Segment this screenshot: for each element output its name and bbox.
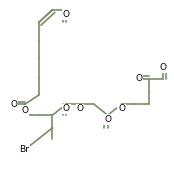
- Text: O: O: [63, 10, 70, 19]
- Text: O: O: [159, 63, 167, 72]
- Text: O: O: [10, 100, 17, 109]
- Text: O: O: [104, 115, 111, 124]
- Text: O: O: [63, 104, 70, 113]
- Text: Br: Br: [19, 145, 29, 154]
- Text: O: O: [135, 74, 142, 83]
- Text: O: O: [77, 104, 84, 113]
- Text: O: O: [118, 104, 125, 113]
- Text: O: O: [21, 106, 28, 115]
